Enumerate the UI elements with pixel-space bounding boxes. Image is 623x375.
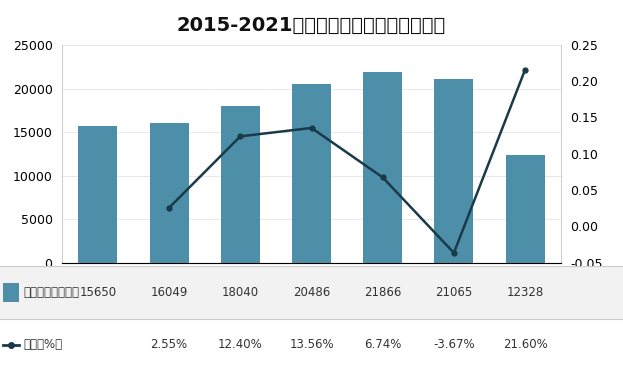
Text: 16049: 16049	[150, 286, 188, 299]
Text: 12328: 12328	[506, 286, 544, 299]
Text: 6.74%: 6.74%	[364, 339, 401, 351]
Text: 18040: 18040	[222, 286, 259, 299]
Text: 空调产量（万台）: 空调产量（万台）	[23, 286, 79, 299]
Bar	[3, 282, 19, 303]
Bar	[434, 79, 473, 262]
Bar	[363, 72, 402, 262]
Text: 12.40%: 12.40%	[218, 339, 263, 351]
Bar	[0, 266, 623, 319]
Bar	[150, 123, 189, 262]
Text: 2.55%: 2.55%	[151, 339, 188, 351]
Bar	[221, 105, 260, 262]
Text: 21065: 21065	[435, 286, 472, 299]
Text: 15650: 15650	[79, 286, 117, 299]
Text: 21866: 21866	[364, 286, 401, 299]
Bar	[505, 155, 545, 262]
Text: -3.67%: -3.67%	[433, 339, 475, 351]
Bar	[292, 84, 331, 262]
Bar	[78, 126, 118, 262]
Text: 21.60%: 21.60%	[503, 339, 548, 351]
Title: 2015-2021年上半年中国空调产量及增速: 2015-2021年上半年中国空调产量及增速	[177, 16, 446, 35]
Bar	[0, 319, 623, 371]
Text: 20486: 20486	[293, 286, 330, 299]
Text: 增速（%）: 增速（%）	[23, 339, 62, 351]
Text: 13.56%: 13.56%	[289, 339, 334, 351]
